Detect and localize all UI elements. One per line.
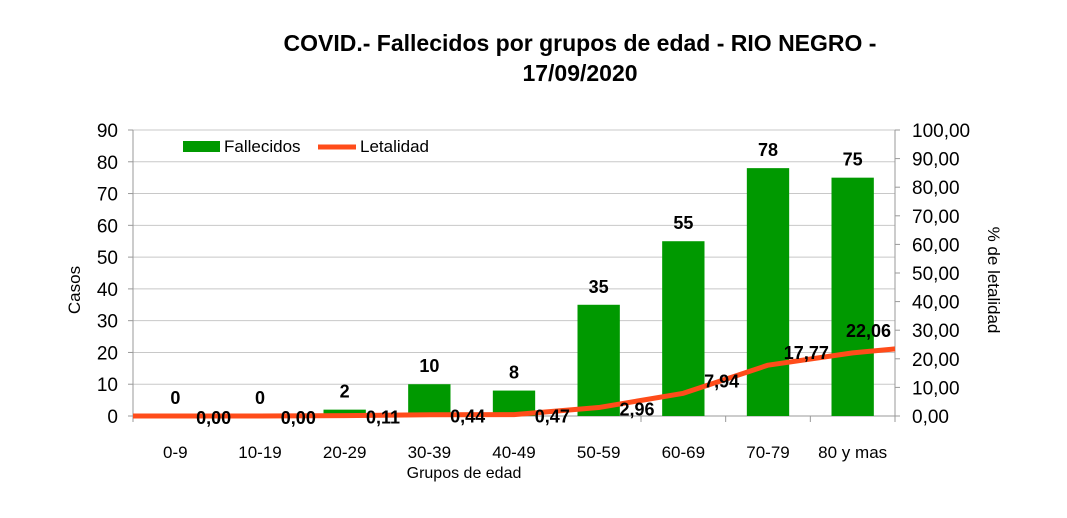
bar-data-label: 8 xyxy=(509,363,519,383)
x-tick-label: 20-29 xyxy=(323,443,366,462)
x-tick-label: 0-9 xyxy=(163,443,188,462)
bar-50-59 xyxy=(577,304,620,416)
x-tick-label: 50-59 xyxy=(577,443,620,462)
y2-tick-label: 100,00 xyxy=(912,121,970,142)
bar-70-79 xyxy=(746,168,790,416)
line-data-label: 0,44 xyxy=(450,407,485,427)
y2-tick-label: 50,00 xyxy=(912,264,960,285)
line-data-label: 7,94 xyxy=(704,371,739,391)
bar-20-29 xyxy=(323,409,366,416)
chart-title-line-1: COVID.- Fallecidos por grupos de edad - … xyxy=(283,30,877,56)
bar-30-39 xyxy=(408,384,451,416)
y2-axis-title: % de letalidad xyxy=(984,227,1003,334)
y2-tick-label: 20,00 xyxy=(912,350,960,371)
line-data-label: 2,96 xyxy=(619,400,654,420)
x-tick-label: 30-39 xyxy=(408,443,451,462)
line-data-label: 17,77 xyxy=(784,343,829,363)
letalidad-line xyxy=(133,346,896,419)
y-tick-label: 50 xyxy=(97,248,118,269)
legend-swatch-fallecidos xyxy=(183,141,220,152)
bar-data-label: 0 xyxy=(170,388,180,408)
y-axis-title: Casos xyxy=(65,266,84,314)
x-tick-label: 40-49 xyxy=(492,443,535,462)
x-tick-label: 70-79 xyxy=(746,443,789,462)
bar-data-label: 10 xyxy=(419,356,439,376)
y-tick-label: 10 xyxy=(97,375,118,396)
y-tick-label: 20 xyxy=(97,343,118,364)
bar-data-label: 2 xyxy=(340,382,350,402)
line-data-label: 0,47 xyxy=(535,407,570,427)
y2-tick-label: 40,00 xyxy=(912,293,960,314)
y-tick-label: 80 xyxy=(97,153,118,174)
y2-tick-label: 80,00 xyxy=(912,178,960,199)
y2-tick-label: 0,00 xyxy=(912,407,949,428)
y2-tick-label: 90,00 xyxy=(912,150,960,171)
legend-label-letalidad: Letalidad xyxy=(360,137,429,156)
x-tick-label: 80 y mas xyxy=(818,443,887,462)
bar-80 y mas xyxy=(831,177,874,416)
bar-data-label: 55 xyxy=(673,213,693,233)
line-data-label: 0,00 xyxy=(196,408,231,428)
bar-data-label: 0 xyxy=(255,388,265,408)
y-tick-label: 60 xyxy=(97,216,118,237)
bar-data-label: 78 xyxy=(758,140,778,160)
bar-data-label: 35 xyxy=(589,277,609,297)
bar-data-label: 75 xyxy=(843,150,863,170)
y-tick-label: 0 xyxy=(107,407,118,428)
y2-tick-label: 70,00 xyxy=(912,207,960,228)
line-data-label: 22,06 xyxy=(846,321,891,341)
y-tick-label: 30 xyxy=(97,312,118,333)
y-tick-label: 90 xyxy=(97,121,118,142)
y-tick-label: 70 xyxy=(97,185,118,206)
y-tick-label: 40 xyxy=(97,280,118,301)
chart-title: COVID.- Fallecidos por grupos de edad - … xyxy=(200,28,960,88)
y2-tick-label: 10,00 xyxy=(912,378,960,399)
line-data-label: 0,11 xyxy=(366,408,400,428)
y2-tick-label: 60,00 xyxy=(912,235,960,256)
x-axis-title: Grupos de edad xyxy=(407,465,522,482)
y2-tick-label: 30,00 xyxy=(912,321,960,342)
x-tick-label: 10-19 xyxy=(238,443,281,462)
legend-label-fallecidos: Fallecidos xyxy=(224,137,301,156)
x-tick-label: 60-69 xyxy=(662,443,705,462)
line-data-label: 0,00 xyxy=(281,408,316,428)
chart-title-line-2: 17/09/2020 xyxy=(522,60,638,86)
